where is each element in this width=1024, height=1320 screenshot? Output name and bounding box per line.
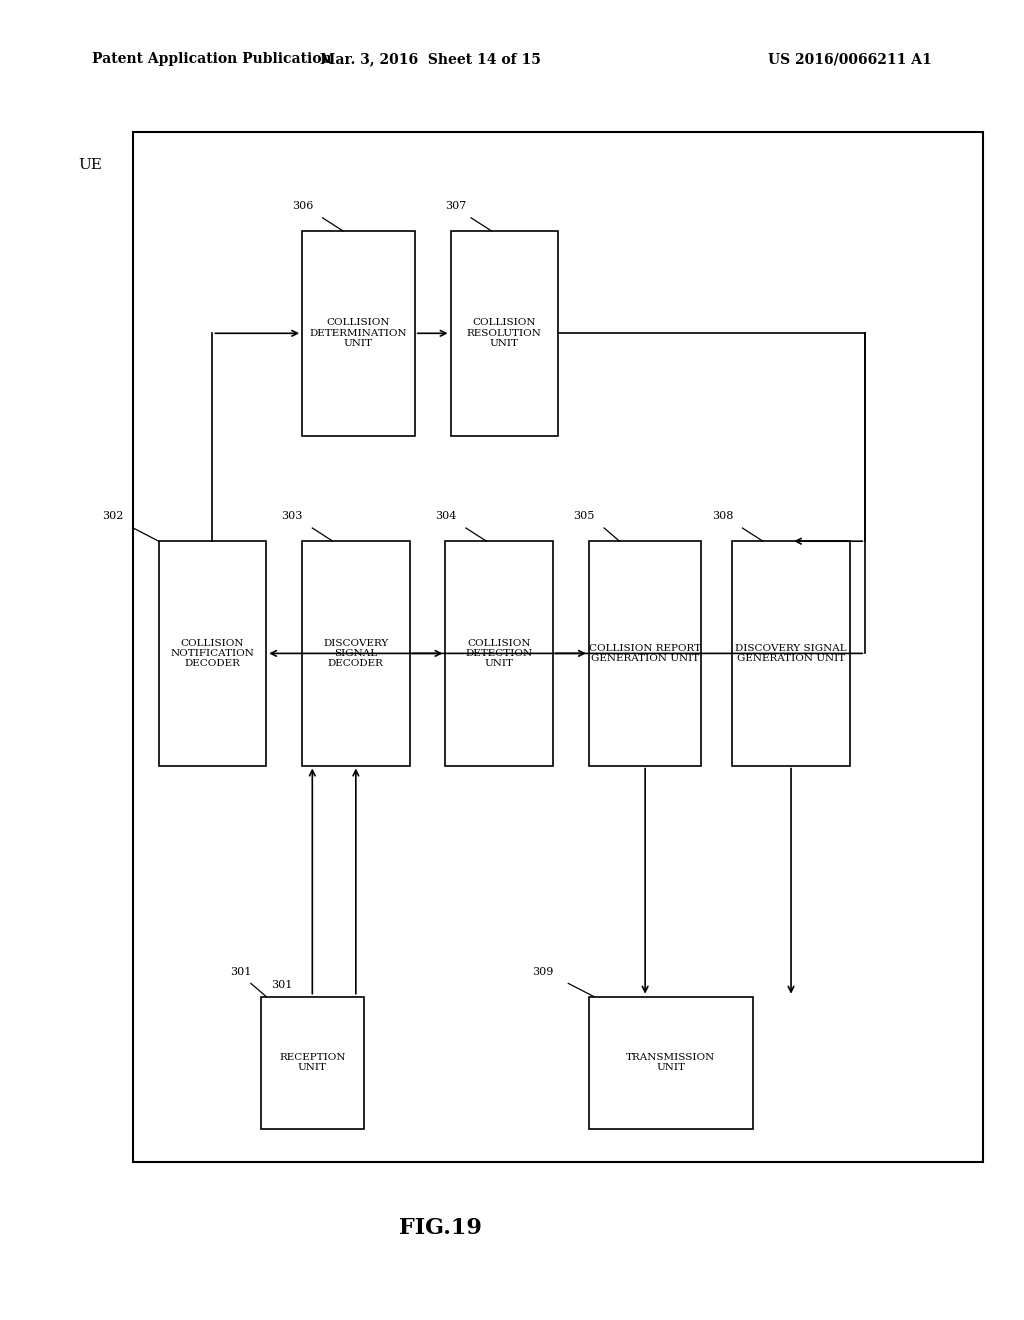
FancyBboxPatch shape xyxy=(732,541,850,766)
FancyBboxPatch shape xyxy=(261,997,364,1129)
Text: RECEPTION
UNIT: RECEPTION UNIT xyxy=(280,1053,345,1072)
Text: COLLISION
NOTIFICATION
DECODER: COLLISION NOTIFICATION DECODER xyxy=(171,639,254,668)
Text: 303: 303 xyxy=(282,511,303,521)
FancyBboxPatch shape xyxy=(159,541,266,766)
Text: 301: 301 xyxy=(230,966,252,977)
Text: 302: 302 xyxy=(102,511,124,521)
FancyBboxPatch shape xyxy=(445,541,553,766)
Text: Mar. 3, 2016  Sheet 14 of 15: Mar. 3, 2016 Sheet 14 of 15 xyxy=(319,53,541,66)
Text: 306: 306 xyxy=(292,201,313,211)
Text: DISCOVERY SIGNAL
GENERATION UNIT: DISCOVERY SIGNAL GENERATION UNIT xyxy=(735,644,847,663)
Text: 309: 309 xyxy=(532,966,554,977)
Text: DISCOVERY
SIGNAL
DECODER: DISCOVERY SIGNAL DECODER xyxy=(324,639,388,668)
Text: FIG.19: FIG.19 xyxy=(399,1217,481,1238)
FancyBboxPatch shape xyxy=(302,231,415,436)
Text: US 2016/0066211 A1: US 2016/0066211 A1 xyxy=(768,53,932,66)
Text: 301: 301 xyxy=(271,979,293,990)
Text: 305: 305 xyxy=(573,511,595,521)
FancyBboxPatch shape xyxy=(451,231,558,436)
Text: UE: UE xyxy=(79,158,102,173)
FancyBboxPatch shape xyxy=(133,132,983,1162)
FancyBboxPatch shape xyxy=(589,541,701,766)
Text: 304: 304 xyxy=(435,511,457,521)
Text: COLLISION
DETECTION
UNIT: COLLISION DETECTION UNIT xyxy=(466,639,532,668)
Text: 308: 308 xyxy=(712,511,733,521)
Text: TRANSMISSION
UNIT: TRANSMISSION UNIT xyxy=(626,1053,716,1072)
FancyBboxPatch shape xyxy=(302,541,410,766)
Text: Patent Application Publication: Patent Application Publication xyxy=(92,53,332,66)
Text: COLLISION
RESOLUTION
UNIT: COLLISION RESOLUTION UNIT xyxy=(467,318,542,348)
FancyBboxPatch shape xyxy=(589,997,753,1129)
Text: 307: 307 xyxy=(445,201,467,211)
Text: COLLISION REPORT
GENERATION UNIT: COLLISION REPORT GENERATION UNIT xyxy=(589,644,701,663)
Text: COLLISION
DETERMINATION
UNIT: COLLISION DETERMINATION UNIT xyxy=(309,318,408,348)
